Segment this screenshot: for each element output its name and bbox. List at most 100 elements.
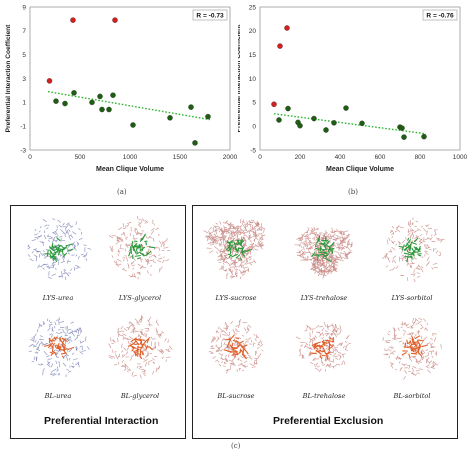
solvent-stroke bbox=[318, 331, 322, 336]
solvent-stroke bbox=[340, 233, 346, 235]
solvent-stroke bbox=[242, 219, 245, 223]
protein-stroke bbox=[134, 339, 140, 346]
protein-stroke bbox=[406, 255, 409, 263]
protein-stroke bbox=[417, 348, 420, 353]
solvent-stroke bbox=[412, 256, 416, 260]
solvent-stroke bbox=[313, 336, 316, 341]
solvent-stroke bbox=[215, 242, 218, 245]
solvent-stroke bbox=[335, 254, 338, 258]
solvent-stroke bbox=[309, 245, 311, 249]
solvent-stroke bbox=[422, 240, 426, 243]
protein-stroke bbox=[407, 237, 410, 241]
solvent-stroke bbox=[111, 255, 114, 258]
solvent-stroke bbox=[227, 325, 230, 327]
protein-stroke bbox=[322, 251, 329, 256]
solvent-stroke bbox=[308, 344, 311, 347]
solvent-stroke bbox=[253, 334, 256, 336]
solvent-stroke bbox=[138, 219, 143, 221]
solvent-stroke bbox=[251, 245, 256, 249]
solvent-stroke bbox=[390, 240, 395, 245]
solvent-stroke bbox=[148, 324, 153, 326]
caption-lys-sucrose: LYS-sucrose bbox=[215, 294, 257, 302]
solvent-stroke bbox=[388, 330, 391, 333]
solvent-stroke bbox=[240, 359, 243, 362]
solvent-stroke bbox=[334, 267, 338, 269]
molecule-lys-trehalose bbox=[291, 216, 357, 282]
solvent-stroke bbox=[260, 226, 265, 230]
solvent-stroke bbox=[165, 349, 170, 352]
solvent-stroke bbox=[306, 237, 311, 242]
solvent-stroke bbox=[332, 352, 337, 357]
solvent-stroke bbox=[140, 319, 143, 323]
protein-stroke bbox=[134, 352, 137, 357]
solvent-stroke bbox=[47, 236, 53, 238]
solvent-stroke bbox=[425, 247, 431, 249]
solvent-stroke bbox=[231, 357, 235, 361]
solvent-stroke bbox=[108, 354, 114, 358]
data-point bbox=[271, 101, 277, 107]
solvent-stroke bbox=[254, 235, 259, 241]
solvent-stroke bbox=[388, 251, 393, 253]
solvent-stroke bbox=[132, 267, 135, 270]
solvent-stroke bbox=[116, 239, 121, 242]
solvent-stroke bbox=[80, 330, 82, 334]
solvent-stroke bbox=[47, 276, 52, 279]
x-tick-label: 0 bbox=[28, 154, 32, 161]
solvent-stroke bbox=[334, 333, 337, 338]
solvent-stroke bbox=[52, 232, 57, 235]
protein-stroke bbox=[326, 240, 330, 245]
protein-stroke bbox=[323, 341, 328, 344]
molecule-lys-urea bbox=[25, 216, 92, 282]
solvent-stroke bbox=[118, 226, 123, 231]
solvent-stroke bbox=[331, 324, 334, 327]
solvent-stroke bbox=[215, 360, 218, 362]
solvent-stroke bbox=[40, 341, 45, 346]
protein-stroke bbox=[56, 346, 61, 351]
molecule-render bbox=[203, 218, 266, 280]
solvent-stroke bbox=[150, 273, 152, 277]
solvent-stroke bbox=[63, 269, 65, 273]
solvent-stroke bbox=[215, 236, 220, 240]
solvent-stroke bbox=[211, 337, 215, 342]
solvent-stroke bbox=[424, 354, 430, 358]
solvent-stroke bbox=[318, 273, 323, 276]
solvent-stroke bbox=[306, 256, 309, 261]
solvent-stroke bbox=[337, 252, 341, 257]
solvent-stroke bbox=[422, 227, 427, 233]
protein-stroke bbox=[54, 249, 60, 254]
protein-stroke bbox=[128, 251, 131, 257]
solvent-stroke bbox=[242, 259, 246, 264]
solvent-stroke bbox=[71, 241, 76, 246]
solvent-stroke bbox=[395, 356, 400, 359]
protein-stroke bbox=[417, 339, 424, 342]
solvent-stroke bbox=[42, 250, 45, 253]
molecule-render bbox=[295, 321, 351, 373]
solvent-stroke bbox=[335, 256, 338, 262]
protein-stroke bbox=[239, 257, 243, 261]
protein-stroke bbox=[131, 241, 134, 247]
solvent-stroke bbox=[32, 345, 37, 348]
solvent-stroke bbox=[130, 354, 135, 358]
y-tick-label: 9 bbox=[22, 4, 26, 11]
solvent-stroke bbox=[205, 235, 211, 238]
solvent-stroke bbox=[125, 351, 129, 355]
solvent-stroke bbox=[426, 256, 430, 261]
solvent-stroke bbox=[311, 337, 314, 341]
solvent-stroke bbox=[426, 357, 430, 360]
solvent-stroke bbox=[59, 235, 63, 238]
solvent-stroke bbox=[244, 251, 248, 256]
solvent-stroke bbox=[138, 232, 142, 235]
solvent-stroke bbox=[227, 229, 230, 232]
solvent-stroke bbox=[304, 256, 308, 261]
protein-stroke bbox=[321, 340, 326, 347]
solvent-stroke bbox=[214, 229, 218, 235]
protein-stroke bbox=[51, 242, 54, 248]
solvent-stroke bbox=[416, 228, 421, 231]
solvent-stroke bbox=[397, 327, 400, 331]
solvent-stroke bbox=[235, 324, 239, 327]
solvent-stroke bbox=[109, 337, 112, 342]
solvent-stroke bbox=[256, 229, 259, 232]
solvent-stroke bbox=[299, 237, 304, 240]
solvent-stroke bbox=[314, 249, 318, 253]
solvent-stroke bbox=[298, 243, 302, 247]
